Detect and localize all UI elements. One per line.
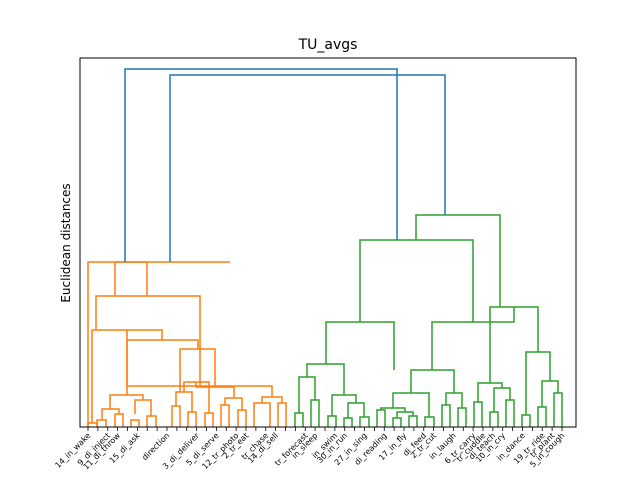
dendrogram-link — [359, 416, 370, 427]
dendrogram-link — [130, 419, 140, 427]
axes-frame — [79, 57, 577, 428]
dendrogram-link — [306, 363, 345, 395]
dendrogram-link — [376, 409, 386, 427]
dendrogram-link — [408, 415, 418, 427]
dendrogram-link — [114, 413, 124, 427]
dendrogram-link — [114, 261, 230, 296]
dendrogram-link — [392, 417, 402, 427]
dendrogram-link — [424, 416, 435, 427]
dendrogram-link — [359, 239, 474, 322]
dendrogram-link — [331, 394, 357, 416]
dendrogram-link — [347, 402, 365, 418]
dendrogram-link — [457, 407, 467, 427]
dendrogram-link — [204, 412, 214, 427]
dendrogram-link — [392, 392, 430, 417]
chart-title: TU_avgs — [298, 37, 358, 53]
dendrogram-link — [171, 405, 181, 427]
dendrogram-link — [343, 417, 353, 427]
dendrogram-link — [415, 214, 501, 307]
dendrogram-link — [410, 369, 455, 393]
dendrogram-link — [553, 392, 563, 427]
dendrogram-link — [521, 414, 531, 427]
dendrogram-link — [87, 261, 148, 427]
dendrogram-link — [294, 412, 304, 427]
dendrogram-link — [220, 404, 230, 427]
dendrogram-link — [396, 411, 414, 418]
dendrogram-link — [187, 411, 197, 427]
dendrogram-link — [237, 409, 247, 427]
dendrogram-link — [96, 419, 107, 427]
dendrogram-link — [224, 397, 243, 410]
dendrogram-link — [537, 406, 547, 427]
dendrogram-link — [477, 382, 503, 402]
dendrogram-link — [87, 422, 98, 427]
y-axis-label: Euclidean distances — [59, 183, 73, 302]
dendrogram-link — [175, 391, 193, 412]
dendrogram-link — [327, 415, 337, 427]
dendrogram-links — [87, 68, 563, 427]
dendrogram-link — [505, 399, 515, 427]
dendrogram-link — [261, 396, 283, 403]
dendrogram-link — [298, 376, 316, 413]
dendrogram-link — [95, 295, 201, 386]
dendrogram-link — [473, 401, 483, 427]
dendrogram-link — [441, 404, 451, 427]
dendrogram-link — [134, 399, 152, 416]
leaf-label: direction — [140, 431, 171, 462]
dendrogram-link — [146, 415, 157, 427]
leaf-labels: 14_in_wake9_di_inject11_di_throw15_di_as… — [53, 427, 566, 472]
dendrogram-link — [541, 380, 559, 407]
dendrogram-link — [525, 351, 551, 415]
dendrogram-link — [169, 74, 446, 262]
dendrogram-link — [124, 68, 398, 262]
dendrogram-link — [489, 411, 499, 427]
dendrogram-link — [310, 399, 320, 427]
dendrogram-link — [277, 402, 287, 427]
dendrogram-link — [325, 321, 395, 370]
dendrogram-link — [253, 402, 271, 427]
dendrogram-link — [109, 394, 144, 409]
